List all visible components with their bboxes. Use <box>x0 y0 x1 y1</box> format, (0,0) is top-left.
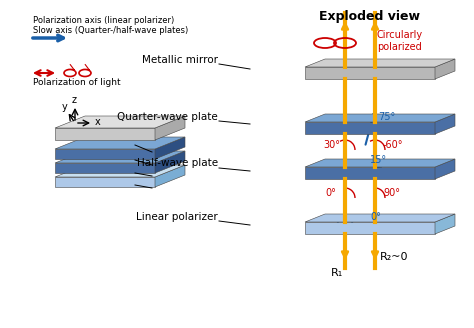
Polygon shape <box>305 159 455 167</box>
Polygon shape <box>305 214 455 222</box>
Polygon shape <box>55 151 185 163</box>
Polygon shape <box>55 128 155 140</box>
Text: Circularly
polarized: Circularly polarized <box>377 30 423 52</box>
Polygon shape <box>55 165 185 177</box>
Polygon shape <box>155 116 185 140</box>
Polygon shape <box>305 122 435 134</box>
Text: R₁: R₁ <box>331 268 343 278</box>
Polygon shape <box>435 214 455 234</box>
Polygon shape <box>155 151 185 173</box>
Polygon shape <box>435 114 455 134</box>
Text: Polarization of light: Polarization of light <box>33 78 120 87</box>
Text: 75°: 75° <box>378 112 395 122</box>
Polygon shape <box>435 59 455 79</box>
Polygon shape <box>55 137 185 149</box>
Polygon shape <box>155 137 185 159</box>
Text: Polarization axis (linear polarizer)
Slow axis (Quarter-/half-wave plates): Polarization axis (linear polarizer) Slo… <box>33 16 188 35</box>
Polygon shape <box>305 222 435 234</box>
Polygon shape <box>55 177 155 187</box>
Polygon shape <box>305 67 435 79</box>
Polygon shape <box>55 116 185 128</box>
Text: R₂~0: R₂~0 <box>380 252 409 262</box>
Text: 90°: 90° <box>383 188 400 198</box>
Polygon shape <box>55 149 155 159</box>
Text: Quarter-wave plate: Quarter-wave plate <box>117 112 218 122</box>
Text: 0°: 0° <box>325 188 336 198</box>
Polygon shape <box>155 165 185 187</box>
Text: Metallic mirror: Metallic mirror <box>142 55 218 65</box>
Text: x: x <box>95 117 101 127</box>
Polygon shape <box>305 114 455 122</box>
Text: Linear polarizer: Linear polarizer <box>136 212 218 222</box>
Polygon shape <box>435 159 455 179</box>
Text: Exploded view: Exploded view <box>319 10 420 23</box>
Text: 0°: 0° <box>370 212 381 222</box>
Text: Half-wave plate: Half-wave plate <box>137 158 218 168</box>
Polygon shape <box>55 163 155 173</box>
Polygon shape <box>305 167 435 179</box>
Text: y: y <box>62 102 68 112</box>
Text: z: z <box>72 95 77 105</box>
Text: 15°: 15° <box>370 155 387 165</box>
Text: -60°: -60° <box>383 140 403 150</box>
Polygon shape <box>305 59 455 67</box>
Text: 30°: 30° <box>323 140 340 150</box>
